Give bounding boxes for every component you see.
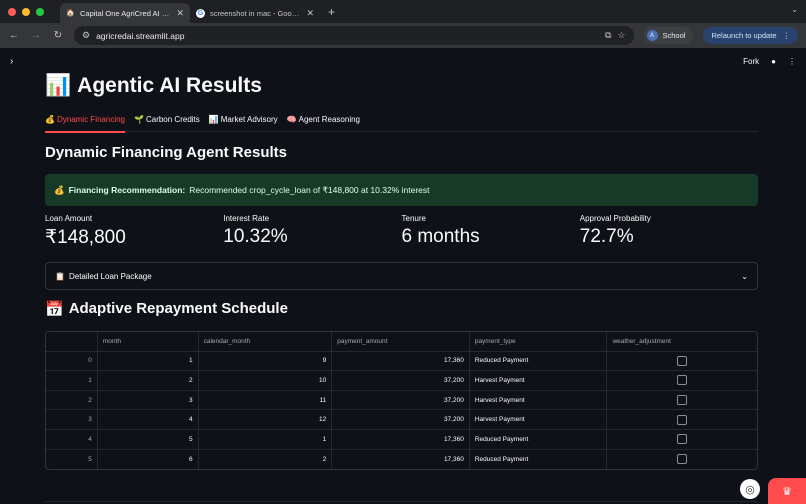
metrics-row: Loan Amount ₹148,800 Interest Rate 10.32… bbox=[45, 214, 758, 249]
house-icon: 🏠 bbox=[66, 10, 75, 17]
recommendation-text: Recommended crop_cycle_loan of ₹148,800 … bbox=[189, 184, 430, 195]
chevron-down-icon: ⌄ bbox=[741, 271, 748, 281]
money-bag-icon: 💰 bbox=[54, 184, 65, 195]
table-row: 0 1 9 17,360 Reduced Payment bbox=[46, 351, 757, 372]
chart-icon: 📊 bbox=[208, 115, 219, 124]
table-row: 2 3 11 37,200 Harvest Payment bbox=[46, 390, 757, 411]
seedling-icon: 🌱 bbox=[134, 115, 144, 124]
brain-icon: 🧠 bbox=[286, 115, 297, 124]
bookmark-star-icon[interactable]: ☆ bbox=[617, 30, 626, 40]
close-window-button[interactable] bbox=[8, 7, 16, 16]
clipboard-icon: 📋 bbox=[55, 271, 65, 281]
browser-toolbar: ← → ↻ ⚙ agricredai.streamlit.app ⧉ ☆ A S… bbox=[0, 23, 806, 48]
tab-market-advisory[interactable]: 📊 Market Advisory bbox=[209, 113, 278, 132]
table-row: 4 5 1 17,360 Reduced Payment bbox=[46, 429, 757, 450]
app-header: › Fork ● ⋮ bbox=[0, 48, 806, 74]
site-settings-icon[interactable]: ⚙ bbox=[82, 30, 91, 40]
fork-button[interactable]: Fork bbox=[743, 56, 760, 66]
streamlit-badge-button[interactable]: ♛ bbox=[768, 478, 806, 504]
reload-icon[interactable]: ↻ bbox=[53, 30, 63, 41]
close-tab-icon[interactable]: ✕ bbox=[176, 7, 184, 18]
divider bbox=[45, 501, 758, 502]
profile-label: School bbox=[662, 31, 686, 40]
weather-adjustment-checkbox[interactable] bbox=[677, 395, 688, 406]
calendar-icon: 📅 bbox=[45, 301, 64, 318]
chat-assistant-button[interactable]: ◎ bbox=[740, 479, 760, 499]
table-row: 1 2 10 37,200 Harvest Payment bbox=[46, 371, 757, 391]
column-header-calendar-month[interactable]: calendar_month bbox=[199, 332, 333, 351]
column-header-payment-amount[interactable]: payment_amount bbox=[332, 332, 470, 351]
money-bag-icon: 💰 bbox=[45, 115, 55, 124]
profile-button[interactable]: A School bbox=[643, 27, 694, 44]
metric-approval-probability: Approval Probability 72.7% bbox=[579, 214, 651, 247]
app-page: › Fork ● ⋮ 📊 Agentic AI Results 💰 Dynami… bbox=[0, 48, 806, 504]
relaunch-button[interactable]: Relaunch to update ⋮ bbox=[703, 27, 798, 44]
repayment-schedule-title: 📅 Adaptive Repayment Schedule bbox=[45, 300, 288, 318]
table-row: 5 6 2 17,360 Reduced Payment bbox=[46, 449, 757, 470]
browser-tab-google[interactable]: G screenshot in mac - Google S ✕ bbox=[196, 7, 314, 18]
window-controls bbox=[8, 7, 44, 16]
page-title: 📊 Agentic AI Results bbox=[45, 74, 262, 97]
weather-adjustment-checkbox[interactable] bbox=[677, 454, 688, 465]
column-header-weather-adjustment[interactable]: weather_adjustment bbox=[612, 337, 671, 345]
maximize-window-button[interactable] bbox=[36, 7, 44, 16]
bar-chart-icon: 📊 bbox=[45, 74, 72, 97]
column-header-month[interactable]: month bbox=[98, 332, 199, 351]
tab-agent-reasoning[interactable]: 🧠 Agent Reasoning bbox=[287, 113, 360, 132]
kebab-menu-icon: ⋮ bbox=[782, 31, 791, 40]
relaunch-label: Relaunch to update bbox=[711, 31, 777, 40]
weather-adjustment-checkbox[interactable] bbox=[677, 414, 688, 425]
weather-adjustment-checkbox[interactable] bbox=[677, 434, 688, 445]
repayment-schedule-table[interactable]: month calendar_month payment_amount paym… bbox=[45, 331, 758, 471]
table-header-row: month calendar_month payment_amount paym… bbox=[46, 332, 757, 352]
spiral-icon: ◎ bbox=[745, 483, 755, 496]
metric-loan-amount: Loan Amount ₹148,800 bbox=[45, 214, 126, 248]
github-icon[interactable]: ● bbox=[771, 56, 776, 66]
weather-adjustment-checkbox[interactable] bbox=[677, 375, 688, 386]
close-tab-icon[interactable]: ✕ bbox=[306, 7, 314, 18]
browser-tab-agricred[interactable]: 🏠 Capital One AgriCred AI - Agri ✕ bbox=[60, 3, 190, 23]
metric-tenure: Tenure 6 months bbox=[401, 214, 480, 247]
section-title: Dynamic Financing Agent Results bbox=[45, 144, 287, 161]
tab-dynamic-financing[interactable]: 💰 Dynamic Financing bbox=[45, 113, 125, 133]
url-text[interactable]: agricredai.streamlit.app bbox=[96, 30, 185, 41]
avatar: A bbox=[646, 30, 658, 41]
tab-carbon-credits[interactable]: 🌱 Carbon Credits bbox=[134, 113, 200, 132]
detailed-loan-package-expander[interactable]: 📋 Detailed Loan Package ⌄ bbox=[45, 262, 758, 290]
column-header-payment-type[interactable]: payment_type bbox=[470, 332, 608, 351]
main-menu-icon[interactable]: ⋮ bbox=[788, 56, 796, 66]
new-tab-button[interactable]: + bbox=[328, 4, 336, 19]
install-app-icon[interactable]: ⧉ bbox=[604, 30, 612, 40]
sidebar-expand-chevron-icon[interactable]: › bbox=[10, 55, 14, 67]
table-row: 3 4 12 37,200 Harvest Payment bbox=[46, 410, 757, 430]
weather-adjustment-checkbox[interactable] bbox=[677, 355, 688, 366]
crown-icon: ♛ bbox=[782, 485, 792, 498]
tab-search-chevron-icon[interactable]: ⌄ bbox=[791, 5, 798, 14]
financing-recommendation-alert: 💰 Financing Recommendation: Recommended … bbox=[45, 174, 758, 206]
back-arrow-icon[interactable]: ← bbox=[9, 30, 19, 41]
google-icon: G bbox=[196, 8, 205, 18]
address-bar[interactable]: ⚙ agricredai.streamlit.app ⧉ ☆ bbox=[74, 26, 634, 45]
recommendation-label: Financing Recommendation: bbox=[68, 185, 186, 195]
metric-interest-rate: Interest Rate 10.32% bbox=[223, 214, 288, 247]
minimize-window-button[interactable] bbox=[22, 7, 30, 16]
browser-tab-bar: 🏠 Capital One AgriCred AI - Agri ✕ G scr… bbox=[0, 0, 806, 23]
results-tabs: 💰 Dynamic Financing 🌱 Carbon Credits 📊 M… bbox=[45, 113, 758, 133]
forward-arrow-icon[interactable]: → bbox=[31, 30, 41, 41]
